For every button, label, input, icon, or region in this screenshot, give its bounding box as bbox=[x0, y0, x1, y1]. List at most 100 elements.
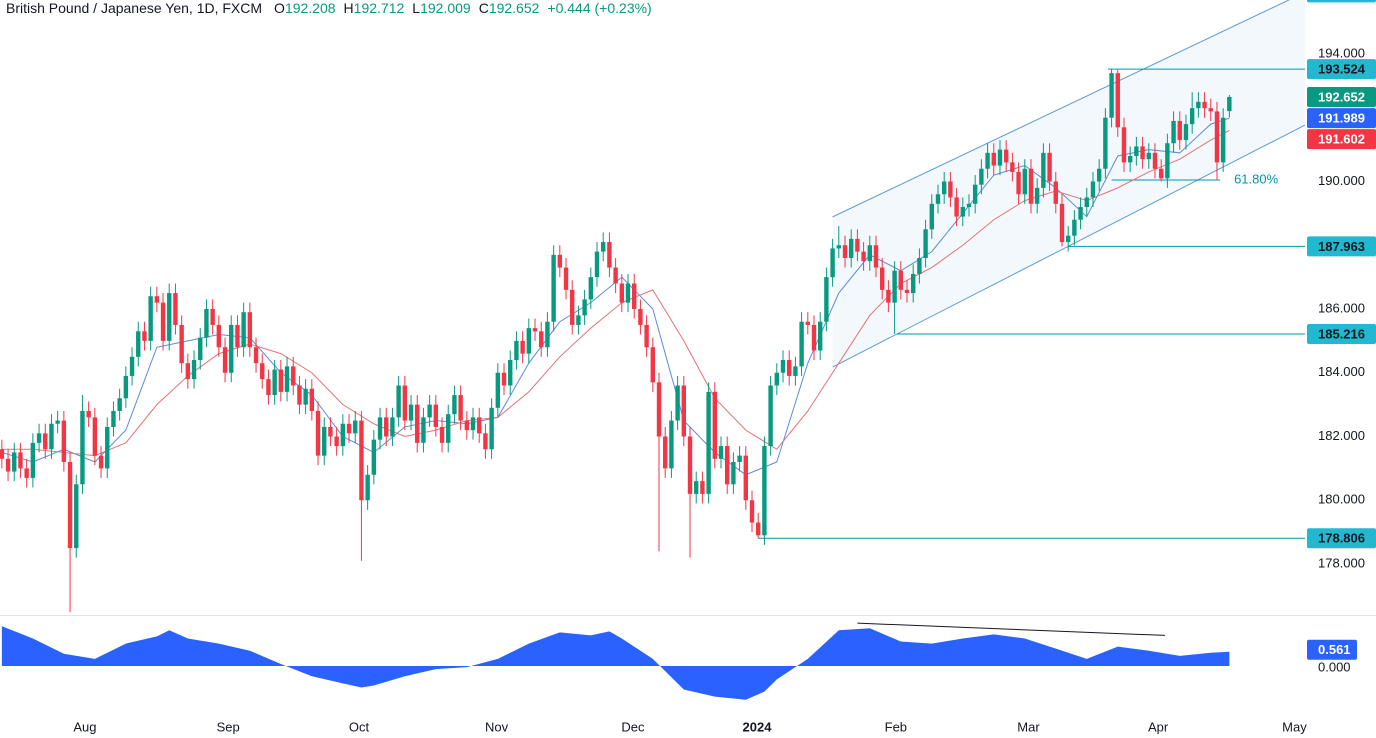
candle-body bbox=[92, 417, 98, 456]
candle-body bbox=[297, 385, 302, 405]
candle-body bbox=[638, 308, 643, 325]
candle-body bbox=[179, 324, 184, 364]
ohlc-label: H bbox=[344, 0, 354, 16]
candle-body bbox=[229, 324, 234, 373]
y-tick-label: 182.000 bbox=[1318, 428, 1365, 443]
candle-body bbox=[607, 242, 612, 268]
candle-body bbox=[142, 331, 147, 341]
header: British Pound / Japanese Yen, 1D, FXCM O1… bbox=[6, 0, 652, 16]
candle-body bbox=[1196, 101, 1201, 109]
candle-body bbox=[545, 321, 550, 348]
y-tick-label: 186.000 bbox=[1318, 300, 1365, 315]
candle-body bbox=[842, 245, 848, 258]
candle-body bbox=[873, 245, 879, 268]
candle-body bbox=[799, 321, 804, 367]
candle-body bbox=[625, 283, 631, 303]
candle-body bbox=[706, 391, 711, 494]
candle-body bbox=[780, 359, 786, 373]
candle-body bbox=[5, 458, 11, 472]
price-label-box bbox=[1307, 236, 1376, 257]
price-label: 191.989 bbox=[1318, 111, 1365, 126]
candle-body bbox=[997, 149, 1003, 166]
candle-body bbox=[1041, 152, 1046, 188]
candle-body bbox=[148, 296, 153, 341]
candle-body bbox=[98, 455, 104, 469]
candle-body bbox=[966, 203, 972, 207]
candle-body bbox=[377, 417, 383, 440]
candle-body bbox=[117, 398, 122, 411]
ohlc-label: L bbox=[412, 0, 420, 16]
candle-body bbox=[762, 446, 767, 536]
candle-body bbox=[923, 229, 928, 258]
candle-body bbox=[204, 308, 209, 338]
candle-body bbox=[439, 426, 445, 443]
candle-body bbox=[588, 277, 594, 300]
candle-body bbox=[105, 426, 110, 469]
price-label-box bbox=[1307, 59, 1376, 80]
candle-body bbox=[1084, 197, 1089, 207]
candle-body bbox=[415, 404, 420, 443]
candle-body bbox=[632, 283, 637, 309]
candle-body bbox=[1034, 187, 1040, 204]
candle-body bbox=[495, 372, 501, 408]
candle-body bbox=[1010, 162, 1015, 172]
candle-body bbox=[303, 388, 308, 405]
candle-body bbox=[960, 206, 965, 217]
price-label-box bbox=[1307, 129, 1376, 150]
candle-body bbox=[210, 308, 215, 325]
candle-body bbox=[1227, 96, 1232, 112]
candle-body bbox=[483, 433, 488, 450]
candle-body bbox=[656, 382, 662, 437]
candle-body bbox=[371, 439, 377, 475]
candle-body bbox=[74, 484, 79, 549]
candle-body bbox=[737, 455, 742, 462]
ohlc-label: C bbox=[479, 0, 489, 16]
candle-body bbox=[514, 340, 519, 360]
candle-body bbox=[253, 347, 259, 364]
candle-body bbox=[1208, 108, 1213, 112]
candle-body bbox=[817, 321, 823, 351]
candle-body bbox=[61, 420, 67, 462]
candle-body bbox=[520, 340, 525, 354]
candle-body bbox=[861, 251, 866, 262]
candle-body bbox=[421, 417, 426, 443]
candle-body bbox=[18, 452, 23, 469]
ohlc-label: O bbox=[274, 0, 285, 16]
candle-body bbox=[557, 254, 563, 268]
candle-body bbox=[687, 436, 693, 494]
candle-body bbox=[563, 267, 569, 290]
candle-body bbox=[700, 481, 705, 494]
candle-body bbox=[1146, 152, 1151, 160]
candle-body bbox=[786, 359, 792, 376]
candle-body bbox=[173, 293, 178, 325]
x-tick-label: Aug bbox=[73, 719, 96, 734]
candle-body bbox=[278, 369, 284, 392]
candle-body bbox=[340, 423, 346, 447]
candle-body bbox=[929, 203, 934, 230]
candle-body bbox=[365, 474, 370, 501]
candle-body bbox=[167, 293, 172, 341]
candle-body bbox=[650, 347, 656, 383]
candle-body bbox=[1189, 108, 1195, 125]
candle-body bbox=[1053, 181, 1058, 204]
candle-body bbox=[570, 289, 575, 325]
candle-body bbox=[216, 324, 222, 348]
channel-fill bbox=[832, 0, 1305, 368]
candle-body bbox=[811, 324, 817, 351]
candle-body bbox=[712, 391, 718, 459]
candle-body bbox=[160, 302, 166, 341]
channel-line bbox=[832, 0, 1291, 218]
osc-tick-label: 0.000 bbox=[1318, 659, 1351, 674]
candle-body bbox=[408, 404, 414, 421]
candle-body bbox=[756, 522, 761, 536]
candle-body bbox=[353, 420, 358, 434]
candle-body bbox=[284, 366, 290, 392]
candle-body bbox=[1177, 120, 1182, 141]
candle-body bbox=[669, 420, 674, 469]
candle-body bbox=[501, 372, 507, 386]
candle-body bbox=[1202, 101, 1207, 109]
candle-body bbox=[1109, 73, 1114, 118]
candle-body bbox=[594, 251, 600, 278]
candle-body bbox=[1171, 120, 1176, 144]
candle-body bbox=[86, 410, 91, 418]
